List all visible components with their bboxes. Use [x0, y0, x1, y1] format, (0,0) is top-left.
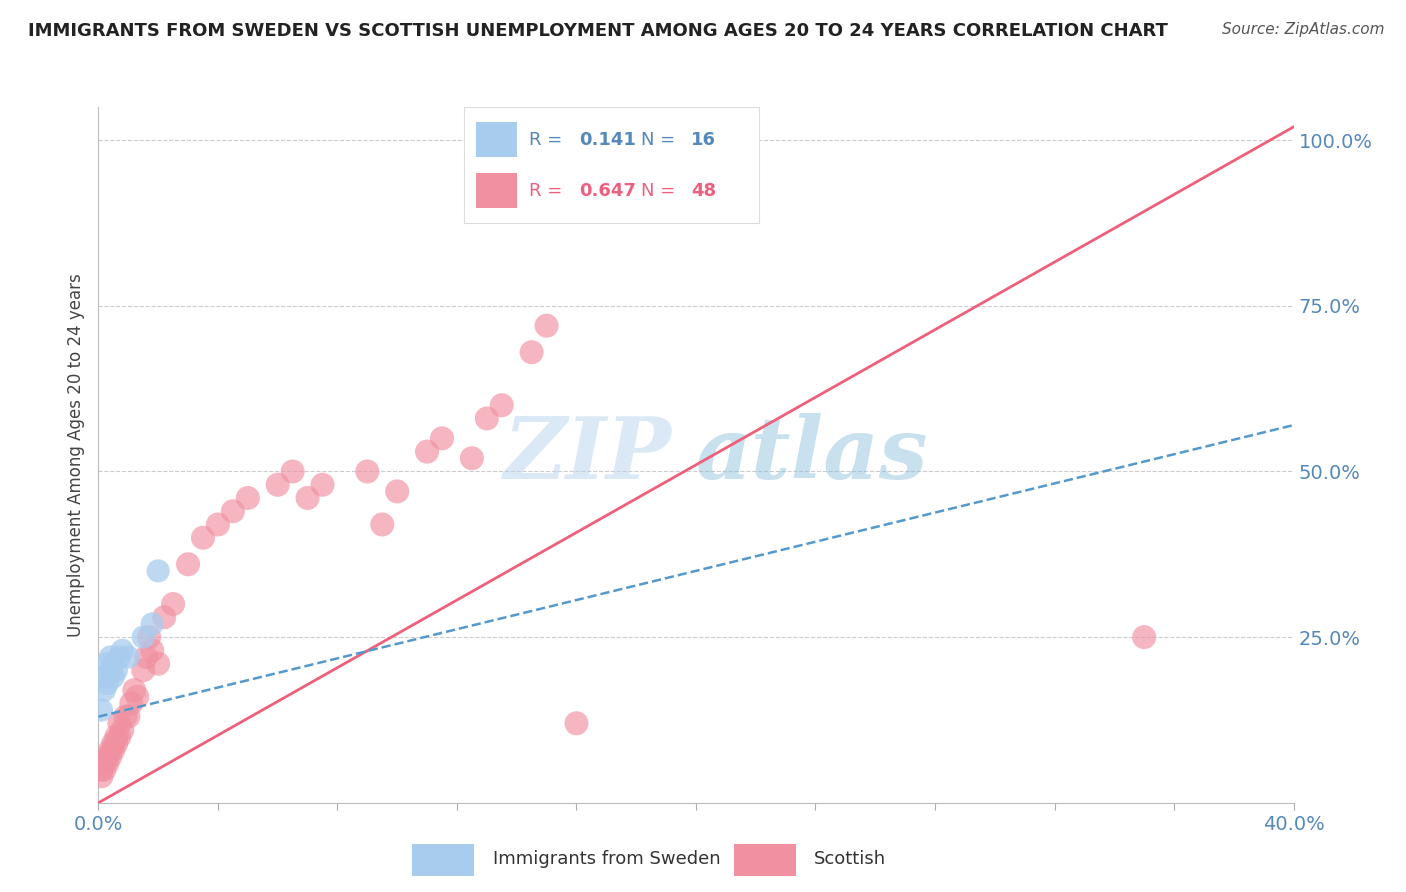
Text: Source: ZipAtlas.com: Source: ZipAtlas.com [1222, 22, 1385, 37]
Point [153, 610, 176, 624]
Point [93, 683, 115, 698]
Text: Scottish: Scottish [814, 849, 886, 868]
Text: 48: 48 [692, 182, 717, 200]
Point [108, 716, 131, 731]
Point [96, 676, 118, 690]
Text: 0.141: 0.141 [579, 130, 636, 148]
Point [98, 749, 122, 764]
Point [132, 630, 155, 644]
Point [96, 657, 118, 671]
Point [207, 517, 229, 532]
FancyBboxPatch shape [412, 844, 474, 876]
Point [520, 345, 543, 359]
Point [105, 736, 128, 750]
Point [103, 743, 125, 757]
Point [148, 657, 170, 671]
Point [90, 763, 112, 777]
Point [461, 451, 484, 466]
FancyBboxPatch shape [734, 844, 796, 876]
Point [138, 630, 160, 644]
FancyBboxPatch shape [475, 173, 517, 208]
Point [141, 616, 163, 631]
Point [1133, 630, 1156, 644]
Point [96, 749, 118, 764]
Point [114, 709, 136, 723]
Point [98, 663, 122, 677]
Point [132, 663, 155, 677]
Point [430, 431, 453, 445]
Text: 16: 16 [692, 130, 716, 148]
Point [236, 491, 259, 505]
Point [491, 398, 513, 412]
Point [267, 477, 290, 491]
Point [222, 504, 245, 518]
Text: R =: R = [529, 182, 568, 200]
Point [148, 564, 170, 578]
Point [96, 756, 118, 770]
Point [103, 670, 125, 684]
Point [93, 763, 115, 777]
Point [416, 444, 439, 458]
Point [120, 697, 142, 711]
Point [105, 730, 128, 744]
Point [475, 411, 498, 425]
Point [108, 730, 131, 744]
Point [108, 650, 131, 665]
Point [191, 531, 214, 545]
Point [90, 703, 112, 717]
Text: 0.647: 0.647 [579, 182, 636, 200]
Point [281, 465, 304, 479]
Point [356, 465, 378, 479]
Point [90, 769, 112, 783]
Point [162, 597, 184, 611]
Y-axis label: Unemployment Among Ages 20 to 24 years: Unemployment Among Ages 20 to 24 years [66, 273, 84, 637]
Point [98, 650, 122, 665]
Point [111, 643, 134, 657]
Point [297, 491, 319, 505]
Point [371, 517, 394, 532]
Text: IMMIGRANTS FROM SWEDEN VS SCOTTISH UNEMPLOYMENT AMONG AGES 20 TO 24 YEARS CORREL: IMMIGRANTS FROM SWEDEN VS SCOTTISH UNEMP… [28, 22, 1168, 40]
Text: R =: R = [529, 130, 568, 148]
Text: atlas: atlas [696, 413, 928, 497]
Point [103, 736, 125, 750]
Point [141, 643, 163, 657]
Point [124, 683, 146, 698]
Text: ZIP: ZIP [505, 413, 672, 497]
Point [111, 723, 134, 737]
Point [103, 657, 125, 671]
Point [117, 650, 139, 665]
Point [127, 690, 149, 704]
FancyBboxPatch shape [475, 122, 517, 157]
Point [385, 484, 409, 499]
Point [565, 716, 588, 731]
Point [98, 743, 122, 757]
Point [311, 477, 333, 491]
Point [105, 663, 128, 677]
Point [117, 709, 139, 723]
Point [93, 756, 115, 770]
Point [135, 650, 157, 665]
Text: N =: N = [641, 182, 681, 200]
Text: N =: N = [641, 130, 681, 148]
Point [177, 558, 200, 572]
Point [536, 318, 558, 333]
Text: Immigrants from Sweden: Immigrants from Sweden [492, 849, 720, 868]
Point [93, 670, 115, 684]
